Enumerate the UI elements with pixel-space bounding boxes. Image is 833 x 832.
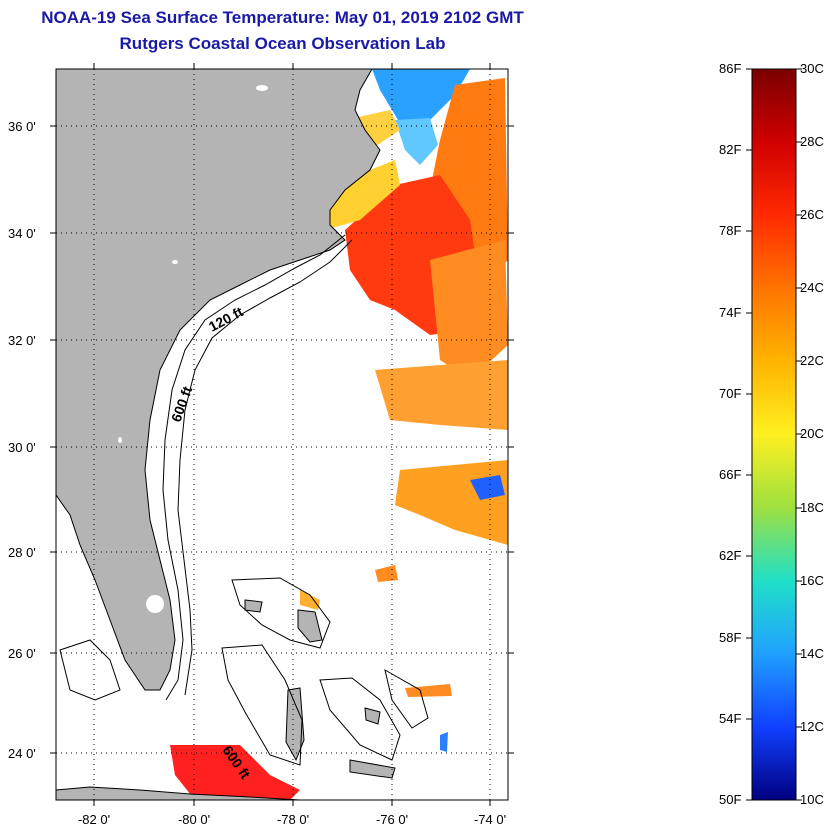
map-frame (55, 68, 509, 801)
colorbar-c-label: 26C (800, 207, 824, 222)
colorbar-c-label: 18C (800, 500, 824, 515)
lat-label: 32 0' (8, 333, 36, 348)
lat-label: 28 0' (8, 545, 36, 560)
colorbar-ticks (746, 68, 802, 801)
sst-patches (170, 69, 508, 800)
lat-label: 36 0' (8, 119, 36, 134)
colorbar-c-label: 16C (800, 573, 824, 588)
colorbar-c-label: 28C (800, 134, 824, 149)
latitude-axis (50, 125, 514, 754)
colorbar-c-label: 12C (800, 719, 824, 734)
lon-label: -78 0' (277, 812, 309, 827)
colorbar-f-label: 66F (719, 467, 742, 482)
colorbar-c-label: 24C (800, 280, 824, 295)
colorbar-c-label: 30C (800, 61, 824, 76)
colorbar-c-label: 20C (800, 426, 824, 441)
colorbar-c-label: 14C (800, 646, 824, 661)
lon-label: -82 0' (78, 812, 110, 827)
map-title: NOAA-19 Sea Surface Temperature: May 01,… (41, 8, 524, 27)
lakes (118, 85, 268, 613)
colorbar-c-label: 10C (800, 792, 824, 807)
colorbar-f-label: 82F (719, 142, 742, 157)
lat-label: 26 0' (8, 646, 36, 661)
lon-label: -74 0' (474, 812, 506, 827)
colorbar-f-label: 54F (719, 711, 742, 726)
lat-label: 34 0' (8, 226, 36, 241)
lat-label: 24 0' (8, 746, 36, 761)
colorbar (751, 68, 797, 801)
colorbar-f-label: 50F (719, 792, 742, 807)
colorbar-f-label: 62F (719, 548, 742, 563)
colorbar-f-label: 58F (719, 630, 742, 645)
depth-contours (59, 234, 429, 766)
colorbar-f-label: 78F (719, 223, 742, 238)
map-subtitle: Rutgers Coastal Ocean Observation Lab (119, 34, 446, 53)
colorbar-f-label: 74F (719, 305, 742, 320)
longitude-axis (93, 63, 491, 806)
land (56, 69, 396, 800)
colorbar-c-label: 22C (800, 353, 824, 368)
graticule (56, 69, 508, 800)
lon-label: -76 0' (376, 812, 408, 827)
lon-label: -80 0' (178, 812, 210, 827)
colorbar-f-label: 70F (719, 386, 742, 401)
colorbar-f-label: 86F (719, 61, 742, 76)
lat-label: 30 0' (8, 440, 36, 455)
